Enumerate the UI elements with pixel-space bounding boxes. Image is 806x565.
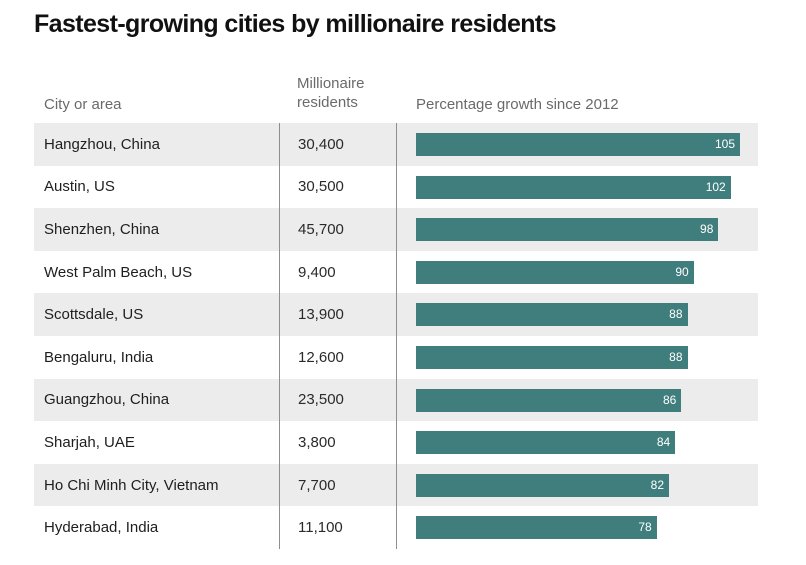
city-label: Hyderabad, India <box>44 519 159 537</box>
millionaire-count: 30,500 <box>298 178 344 196</box>
header-growth: Percentage growth since 2012 <box>416 96 619 113</box>
table-row: Sharjah, UAE 3,800 84 <box>34 421 758 464</box>
city-label: Scottsdale, US <box>44 306 144 324</box>
growth-value-label: 78 <box>638 520 652 535</box>
chart-title: Fastest-growing cities by millionaire re… <box>34 10 557 38</box>
millionaire-count: 3,800 <box>298 433 336 451</box>
growth-bar <box>416 303 688 327</box>
city-label: Guangzhou, China <box>44 391 170 409</box>
growth-value-label: 86 <box>663 392 677 407</box>
millionaire-count: 45,700 <box>298 220 344 238</box>
growth-bar <box>416 345 688 369</box>
growth-bar <box>416 175 731 199</box>
table-row: Hyderabad, India 11,100 78 <box>34 506 758 549</box>
growth-value-label: 88 <box>669 349 683 364</box>
growth-bar <box>416 388 682 412</box>
growth-value-label: 84 <box>656 435 671 450</box>
millionaire-count: 23,500 <box>298 391 344 409</box>
growth-bar <box>416 260 694 284</box>
city-label: Sharjah, UAE <box>44 433 135 451</box>
millionaire-count: 11,100 <box>298 519 343 537</box>
city-label: Shenzhen, China <box>44 220 160 238</box>
city-label: Ho Chi Minh City, Vietnam <box>44 476 219 494</box>
growth-bar <box>416 473 670 497</box>
growth-value-label: 102 <box>705 179 726 194</box>
city-label: Hangzhou, China <box>44 135 160 153</box>
column-divider <box>396 123 397 549</box>
growth-value-label: 82 <box>650 477 665 492</box>
growth-bar <box>416 516 657 540</box>
table-row: Bengaluru, India 12,600 88 <box>34 336 758 379</box>
millionaire-count: 12,600 <box>298 348 344 366</box>
millionaire-count: 13,900 <box>298 306 344 324</box>
city-label: Bengaluru, India <box>44 348 154 366</box>
column-divider <box>279 123 280 549</box>
header-city: City or area <box>44 96 122 113</box>
growth-bar <box>416 218 719 242</box>
city-label: Austin, US <box>44 178 115 196</box>
header-millionaires: Millionaire residents <box>297 75 365 111</box>
millionaire-count: 9,400 <box>298 263 336 281</box>
growth-value-label: 88 <box>669 307 683 322</box>
growth-value-label: 98 <box>700 222 714 237</box>
table-row: Austin, US 30,500 102 <box>34 166 758 209</box>
city-label: West Palm Beach, US <box>44 263 193 281</box>
millionaire-count: 7,700 <box>298 476 336 494</box>
growth-value-label: 90 <box>675 264 689 279</box>
table-row: West Palm Beach, US 9,400 90 <box>34 251 758 294</box>
millionaire-count: 30,400 <box>298 135 344 153</box>
growth-bar <box>416 431 676 455</box>
growth-bar <box>416 133 740 156</box>
growth-value-label: 105 <box>714 137 735 151</box>
